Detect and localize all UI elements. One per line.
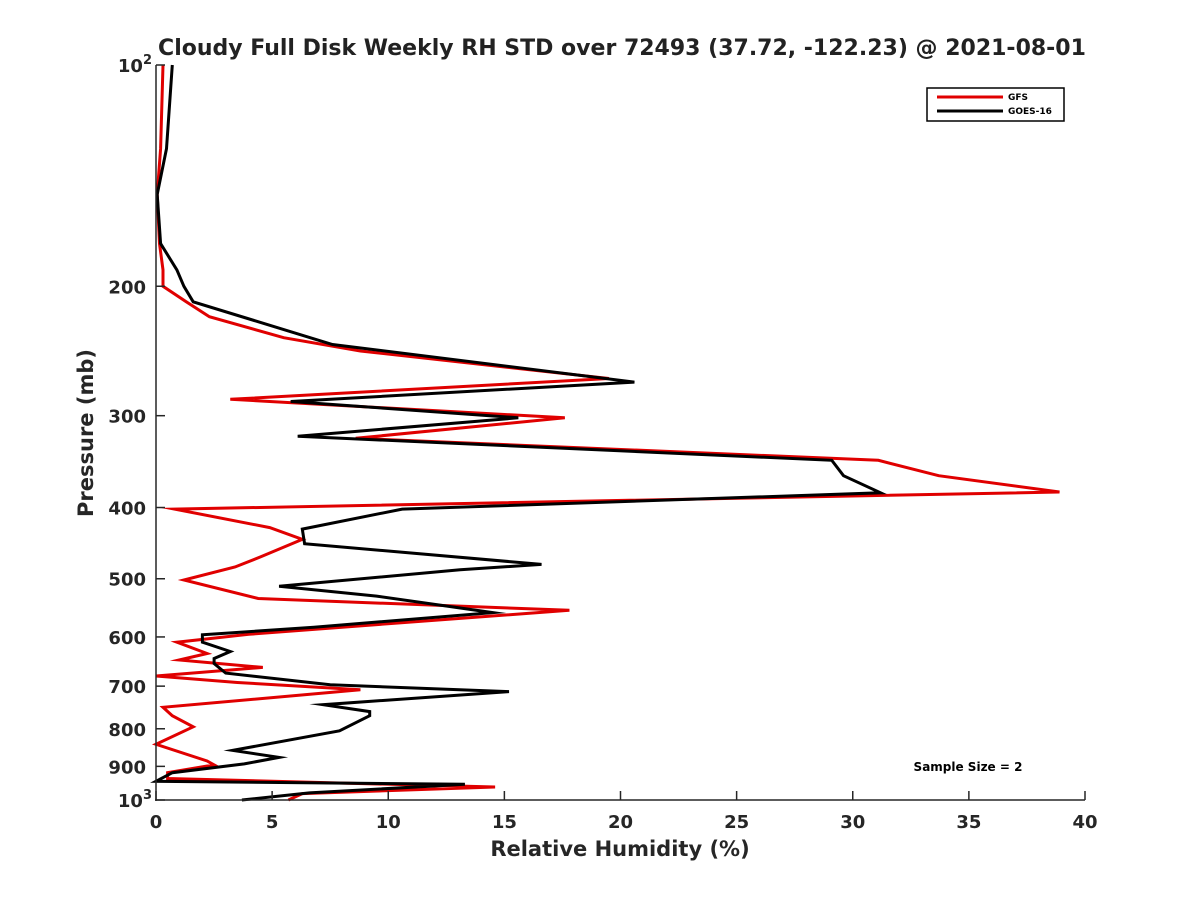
y-tick-label: 400 (108, 499, 146, 520)
x-tick-label: 40 (1072, 812, 1097, 833)
x-tick-label: 20 (608, 812, 633, 833)
chart-title: Cloudy Full Disk Weekly RH STD over 7249… (158, 36, 1086, 61)
x-tick-label: 5 (266, 812, 279, 833)
series-line-goes-16 (150, 64, 887, 802)
y-axis-label: Pressure (mb) (74, 349, 98, 517)
x-tick-label: 0 (150, 812, 163, 833)
y-tick-label: 102 (118, 53, 152, 77)
legend-label: GFS (1008, 93, 1028, 103)
x-axis-label: Relative Humidity (%) (490, 837, 749, 861)
plot-series-group (150, 64, 1060, 802)
x-tick-label: 15 (492, 812, 517, 833)
series-line-gfs (151, 64, 1060, 802)
legend: GFS GOES-16 (926, 87, 1065, 122)
x-tick-label: 30 (840, 812, 865, 833)
x-tick-label: 35 (956, 812, 981, 833)
y-tick-label: 500 (108, 570, 146, 591)
legend-box (926, 87, 1065, 122)
legend-label: GOES-16 (1008, 107, 1052, 117)
y-tick-label: 103 (118, 788, 152, 812)
y-tick-label: 600 (108, 628, 146, 649)
y-tick-label: 900 (108, 757, 146, 778)
y-tick-label: 200 (108, 277, 146, 298)
y-tick-label: 300 (108, 407, 146, 428)
x-tick-label: 25 (724, 812, 749, 833)
ticks-group: 0 5 10 15 20 25 30 35 40 102 200 300 400 500 600 700 800… (108, 53, 1097, 833)
x-tick-label: 10 (376, 812, 401, 833)
y-tick-label: 800 (108, 720, 146, 741)
sample-size-annotation: Sample Size = 2 (914, 760, 1023, 774)
y-tick-label: 700 (108, 677, 146, 698)
